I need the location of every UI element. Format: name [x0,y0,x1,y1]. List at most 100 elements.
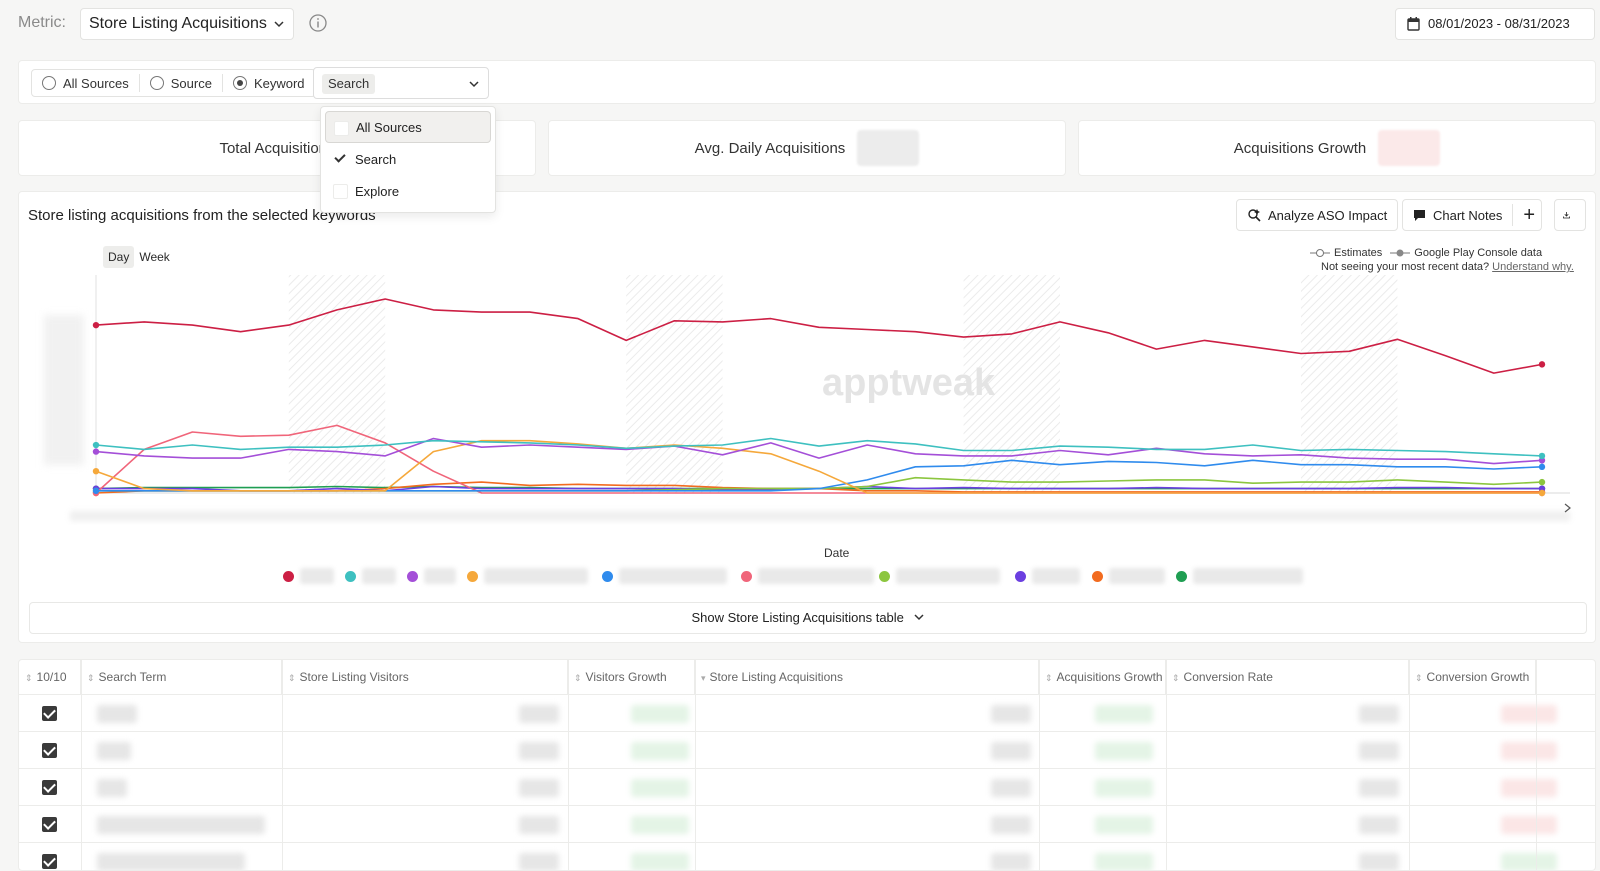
acquisitions-blurred [991,779,1031,797]
radio-all-sources[interactable]: All Sources [32,74,139,92]
search-type-select[interactable]: Search [313,67,489,99]
conversion-growth-blurred [1501,779,1557,797]
kpi-avg-daily: Avg. Daily Acquisitions [548,120,1066,176]
row-checkbox[interactable] [42,817,57,832]
legend-dot [345,570,356,582]
conversion-growth-blurred [1501,742,1557,760]
search-term-blurred [97,742,131,760]
legend-label-blurred [424,568,456,584]
series-4-point[interactable] [1538,489,1546,497]
row-checkbox[interactable] [42,706,57,721]
legend-dot [1176,570,1187,582]
header-label: Store Listing Acquisitions [709,670,843,684]
col-header-conversion-rate[interactable]: ⇕ Conversion Rate [1166,660,1409,694]
series-7-point[interactable] [1538,478,1546,486]
column-divider [1166,660,1167,870]
search-term-blurred [97,779,127,797]
legend-item-6[interactable] [741,568,874,584]
legend-item-5[interactable] [602,568,727,584]
column-divider [568,660,569,870]
legend-item-10[interactable] [1176,568,1303,584]
understand-why-link[interactable]: Understand why. [1492,261,1574,273]
dropdown-item-all-sources[interactable]: All Sources [325,111,491,143]
add-note-icon[interactable]: + [1512,204,1535,226]
series-line-2[interactable] [95,437,1543,457]
series-1-point[interactable] [1538,361,1546,368]
legend-item-1[interactable] [283,568,334,584]
radio-source[interactable]: Source [138,74,222,92]
column-divider [81,660,82,870]
radio-selected-icon [232,76,247,90]
source-radio-group: All Sources Source Keyword [31,69,316,97]
legend-item-2[interactable] [345,568,396,584]
col-header-visitors-growth[interactable]: ⇕ Visitors Growth [568,660,695,694]
series-5-point[interactable] [92,487,100,495]
series-3-point[interactable] [92,448,100,455]
legend-dot [1092,570,1103,582]
checkbox-icon [334,121,349,136]
visitors-growth-blurred [631,705,689,723]
series-line-4[interactable] [95,439,1542,494]
chevron-down-icon [274,21,284,28]
count-label: 10/10 [36,670,67,684]
series-line-3[interactable] [95,437,1543,465]
visitors-blurred [519,742,559,760]
visitors-growth-blurred [631,779,689,797]
legend-label-blurred [1109,568,1165,584]
chart-notes-button[interactable]: Chart Notes + [1402,199,1542,231]
col-header-acquisitions[interactable]: ▾ Store Listing Acquisitions [695,660,1039,694]
col-header-count[interactable]: ⇕ 10/10 [19,660,81,694]
acquisitions-growth-blurred [1095,779,1153,797]
x-axis-arrow-icon [1564,503,1571,513]
visitors-blurred [519,779,559,797]
dropdown-item-search[interactable]: Search [325,143,491,175]
radio-keyword[interactable]: Keyword [221,74,315,92]
info-icon[interactable] [309,14,327,32]
legend-item-4[interactable] [467,568,588,584]
header-label: Visitors Growth [585,670,667,684]
legend-item-3[interactable] [407,568,456,584]
series-5-point[interactable] [1538,463,1546,471]
radio-icon [149,76,164,90]
row-checkbox[interactable] [42,780,57,795]
metric-select[interactable]: Store Listing Acquisitions [80,8,294,40]
series-2-point[interactable] [92,441,100,449]
row-checkbox[interactable] [42,854,57,869]
col-header-conversion-growth[interactable]: ⇕ Conversion Growth [1409,660,1536,694]
kpi-avg-label: Avg. Daily Acquisitions [694,139,846,157]
col-header-visitors[interactable]: ⇕ Store Listing Visitors [282,660,568,694]
series-2-point[interactable] [1538,452,1546,460]
y-axis-blurred [44,315,84,465]
series-1-point[interactable] [92,321,100,329]
legend-dot [741,570,752,582]
search-type-dropdown: All Sources Search Explore [320,106,496,213]
acquisitions-growth-blurred [1095,853,1153,870]
visitors-growth-blurred [631,742,689,760]
notice-text: Not seeing your most recent data? [1321,261,1490,273]
kpi-avg-blurred-value [857,130,920,166]
download-button[interactable] [1554,199,1586,231]
column-divider [1536,660,1537,870]
granularity-toggle: Day Week [103,246,175,268]
granularity-day[interactable]: Day [103,246,135,268]
console-marker-icon [1390,249,1411,257]
granularity-week[interactable]: Week [139,250,170,264]
row-checkbox[interactable] [42,743,57,758]
legend-dot [879,570,890,582]
analyze-aso-impact-button[interactable]: Analyze ASO Impact [1236,199,1399,231]
legend-item-9[interactable] [1092,568,1165,584]
show-table-toggle[interactable]: Show Store Listing Acquisitions table [29,602,1587,634]
legend-item-8[interactable] [1015,568,1080,584]
series-4-point[interactable] [92,468,100,475]
date-range-picker[interactable]: 08/01/2023 - 08/31/2023 [1395,8,1595,40]
search-type-value: Search [322,74,376,94]
legend-item-7[interactable] [879,568,1000,584]
dropdown-item-label: Explore [355,183,400,199]
download-icon [1563,212,1570,219]
col-header-acquisitions-growth[interactable]: ⇕ Acquisitions Growth [1039,660,1166,694]
dropdown-item-explore[interactable]: Explore [325,175,491,207]
conversion-rate-blurred [1359,853,1399,870]
series-line-1[interactable] [95,298,1543,374]
col-header-search-term[interactable]: ⇕ Search Term [81,660,282,694]
column-divider [282,660,283,870]
